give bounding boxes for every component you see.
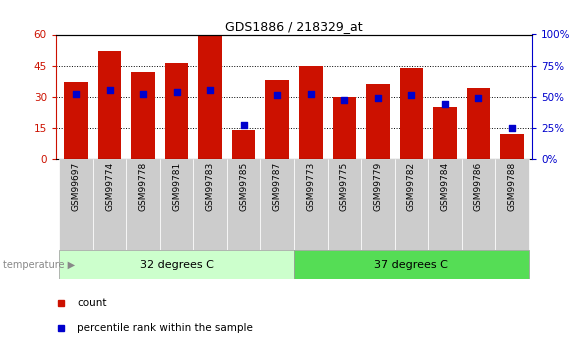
Text: GSM99786: GSM99786 [474, 161, 483, 211]
Bar [500, 134, 524, 159]
Bar [232, 130, 255, 159]
Bar [98, 51, 121, 159]
Bar [160, 159, 193, 250]
Text: GSM99787: GSM99787 [273, 161, 282, 211]
Bar [131, 72, 155, 159]
Bar [467, 88, 490, 159]
Point [507, 125, 517, 130]
Text: GSM99782: GSM99782 [407, 161, 416, 210]
Point [340, 98, 349, 103]
Bar [126, 159, 160, 250]
Text: GSM99788: GSM99788 [507, 161, 516, 211]
Point [474, 95, 483, 101]
Bar [260, 159, 294, 250]
Bar [495, 159, 529, 250]
Bar [198, 34, 222, 159]
Point [272, 92, 282, 98]
Text: temperature ▶: temperature ▶ [3, 260, 75, 270]
Text: GSM99773: GSM99773 [306, 161, 315, 211]
Text: 32 degrees C: 32 degrees C [140, 260, 213, 270]
Title: GDS1886 / 218329_at: GDS1886 / 218329_at [225, 20, 363, 33]
Point [373, 95, 383, 101]
Bar [294, 159, 328, 250]
Point [239, 122, 248, 128]
Point [105, 88, 114, 93]
Bar [165, 63, 188, 159]
Text: GSM99785: GSM99785 [239, 161, 248, 211]
Text: count: count [77, 298, 107, 308]
Bar [361, 159, 395, 250]
Bar [299, 66, 322, 159]
Bar [59, 159, 93, 250]
Bar [64, 82, 88, 159]
Point [138, 91, 148, 97]
Point [205, 88, 215, 93]
Bar [59, 250, 294, 279]
Text: GSM99778: GSM99778 [139, 161, 148, 211]
Bar [333, 97, 356, 159]
Bar [462, 159, 495, 250]
Text: GSM99697: GSM99697 [72, 161, 81, 211]
Bar [294, 250, 529, 279]
Bar [395, 159, 428, 250]
Text: GSM99775: GSM99775 [340, 161, 349, 211]
Text: GSM99779: GSM99779 [373, 161, 382, 211]
Text: GSM99783: GSM99783 [206, 161, 215, 211]
Point [306, 91, 316, 97]
Bar [227, 159, 260, 250]
Bar [400, 68, 423, 159]
Text: GSM99781: GSM99781 [172, 161, 181, 211]
Point [407, 92, 416, 98]
Bar [366, 84, 390, 159]
Point [440, 101, 450, 107]
Bar [266, 80, 289, 159]
Text: 37 degrees C: 37 degrees C [375, 260, 448, 270]
Bar [93, 159, 126, 250]
Text: percentile rank within the sample: percentile rank within the sample [77, 323, 253, 333]
Bar [433, 107, 457, 159]
Point [71, 91, 81, 97]
Point [172, 89, 181, 95]
Bar [193, 159, 227, 250]
Text: GSM99784: GSM99784 [440, 161, 449, 210]
Bar [328, 159, 361, 250]
Bar [428, 159, 462, 250]
Text: GSM99774: GSM99774 [105, 161, 114, 210]
